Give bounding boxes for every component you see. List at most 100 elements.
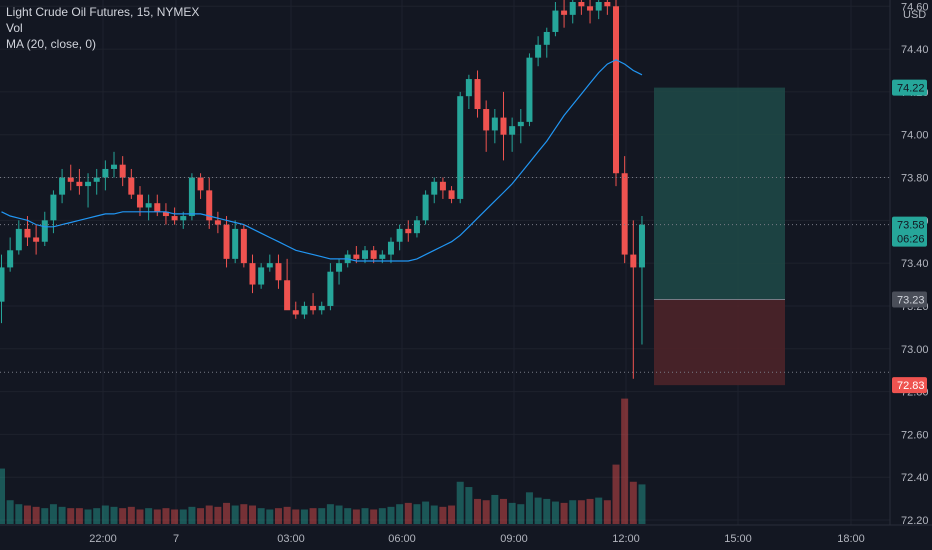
candle-body — [517, 121, 524, 127]
last-price-badge-countdown: 06:26 — [897, 234, 925, 246]
target-badge-background — [892, 79, 927, 96]
volume-bar — [0, 468, 5, 524]
candle-body — [526, 57, 533, 122]
candle-body — [119, 164, 126, 178]
candle-body — [171, 216, 178, 221]
volume-bar — [197, 508, 205, 524]
price-tick-label: 72.40 — [901, 472, 929, 484]
volume-bar — [257, 508, 265, 524]
position-zones[interactable] — [654, 87, 785, 386]
candle-body — [180, 216, 187, 221]
candle-body — [33, 237, 40, 242]
volume-bar — [127, 506, 135, 524]
candles — [0, 0, 645, 379]
candle-body — [439, 181, 446, 191]
candle-body — [483, 109, 490, 131]
time-tick-label: 03:00 — [277, 533, 305, 545]
candle-body — [292, 310, 299, 315]
candle-body — [15, 228, 22, 251]
candle-body — [162, 211, 169, 217]
time-axis[interactable]: 22:00 7 03:00 06:00 09:00 12:00 15:00 18:00 — [0, 524, 932, 550]
volume-bar — [223, 502, 231, 524]
volume-bar — [171, 509, 179, 524]
price-tick-label: 74.60 — [901, 1, 929, 13]
legend-volume[interactable]: Vol — [6, 21, 23, 35]
volume-bar — [543, 498, 551, 524]
volume-bar — [93, 508, 101, 524]
candle-body — [0, 267, 5, 302]
volume-bar — [586, 498, 594, 524]
candle-body — [491, 117, 498, 131]
volume-bar — [41, 508, 49, 524]
candle-body — [595, 2, 602, 11]
volume-bar — [603, 500, 611, 524]
volume-bar — [638, 484, 646, 524]
candle-body — [621, 173, 628, 255]
price-badges: 74.22 73.58 06:26 73.23 72.83 — [892, 79, 927, 394]
candle-body — [604, 2, 611, 7]
volume-bar — [422, 501, 430, 524]
volume-bars — [0, 398, 646, 524]
candle-body — [500, 117, 507, 135]
volume-bar — [231, 505, 239, 524]
candle-body — [301, 305, 308, 315]
volume-bar — [525, 492, 533, 524]
candle-body — [509, 126, 516, 135]
candle-body — [7, 250, 14, 268]
volume-bar — [248, 505, 256, 524]
volume-bar — [309, 508, 317, 524]
candle-body — [638, 224, 645, 268]
volume-bar — [240, 504, 248, 524]
candle-body — [111, 164, 118, 169]
volume-bar — [439, 506, 447, 524]
volume-bar — [404, 502, 412, 524]
volume-bar — [629, 481, 637, 524]
price-tick-label: 72.20 — [901, 515, 929, 527]
volume-bar — [15, 504, 23, 524]
volume-bar — [387, 506, 395, 524]
volume-bar — [612, 464, 620, 524]
candle-body — [569, 2, 576, 15]
volume-bar — [361, 508, 369, 524]
candle-body — [136, 194, 143, 208]
volume-bar — [396, 504, 404, 524]
candle-body — [67, 177, 74, 182]
volume-bar — [274, 508, 282, 524]
currency-label: USD — [903, 9, 926, 21]
volume-bar — [119, 508, 127, 524]
candle-body — [41, 220, 48, 242]
candle-body — [154, 203, 161, 212]
volume-bar — [621, 398, 629, 524]
volume-bar — [283, 506, 291, 524]
candle-body — [93, 177, 100, 182]
volume-bar — [482, 500, 490, 524]
candle-body — [318, 305, 325, 311]
entry-badge-background — [892, 291, 927, 308]
volume-bar — [300, 509, 308, 524]
candle-body — [327, 271, 334, 306]
candle-body — [128, 177, 135, 195]
candle-body — [413, 220, 420, 234]
volume-bar — [499, 498, 507, 524]
legend-title[interactable]: Light Crude Oil Futures, 15, NYMEX — [6, 5, 200, 19]
candle-body — [85, 181, 92, 187]
volume-bar — [508, 502, 516, 524]
ma-line — [1, 59, 643, 262]
candle-body — [457, 96, 464, 199]
time-tick-label: 22:00 — [89, 533, 117, 545]
price-axis[interactable]: 74.6074.4074.2074.0073.8073.6073.4073.20… — [889, 0, 932, 527]
volume-bar — [448, 505, 456, 524]
volume-bar — [179, 509, 187, 524]
volume-bar — [145, 508, 153, 524]
price-tick-label: 73.40 — [901, 258, 929, 270]
candle-body — [587, 6, 594, 11]
candle-body — [249, 263, 256, 285]
volume-bar — [595, 497, 603, 524]
legend-ma[interactable]: MA (20, close, 0) — [6, 37, 97, 51]
candle-body — [214, 220, 221, 225]
candle-body — [24, 228, 31, 238]
candle-body — [76, 181, 83, 187]
volume-bar — [23, 505, 31, 524]
candle-body — [275, 263, 282, 281]
